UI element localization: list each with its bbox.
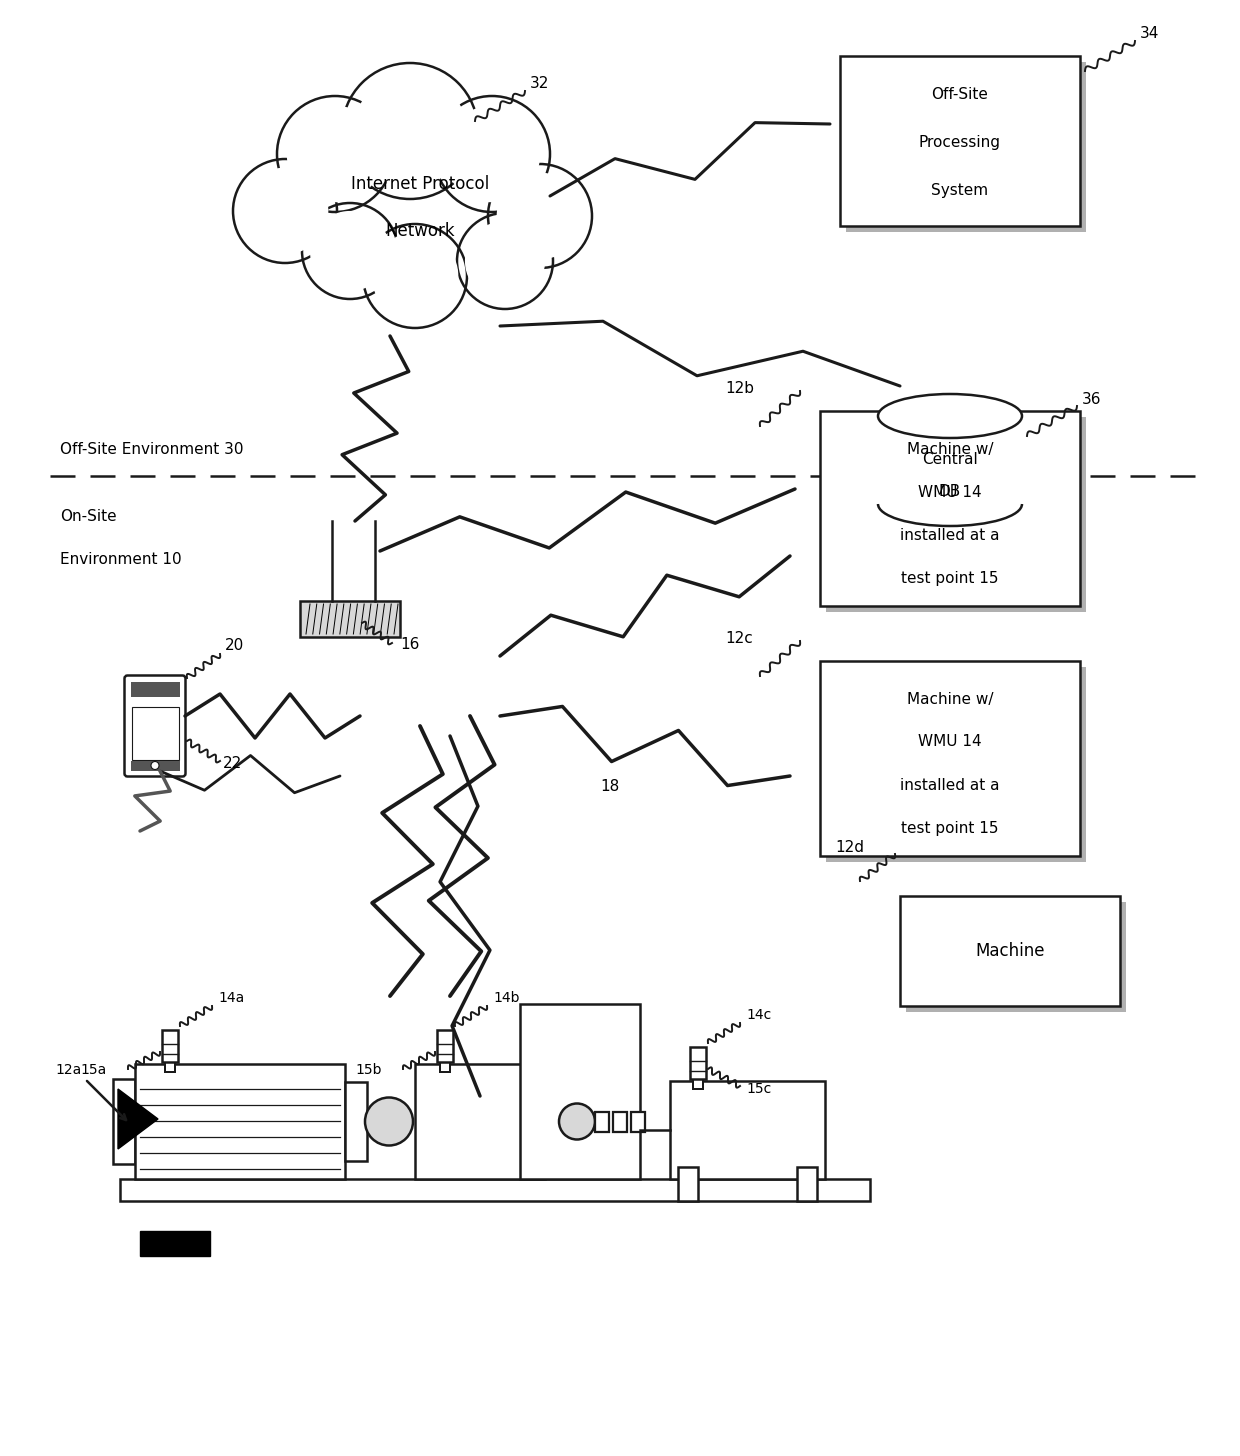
- Text: On-Site: On-Site: [60, 510, 117, 524]
- Text: System: System: [931, 182, 988, 198]
- Bar: [900, 895, 1120, 1006]
- Text: Off-Site: Off-Site: [931, 86, 988, 102]
- Bar: [797, 1168, 817, 1201]
- Circle shape: [458, 213, 553, 309]
- Circle shape: [233, 159, 337, 264]
- Circle shape: [311, 211, 389, 290]
- Bar: [878, 416, 1022, 504]
- Bar: [846, 63, 1086, 232]
- Text: Network: Network: [386, 221, 455, 240]
- Circle shape: [303, 202, 398, 298]
- Ellipse shape: [885, 400, 1029, 446]
- Bar: [613, 1111, 627, 1131]
- Circle shape: [489, 165, 591, 268]
- Bar: [820, 661, 1080, 856]
- Bar: [436, 1029, 453, 1061]
- Polygon shape: [118, 1089, 157, 1149]
- Circle shape: [466, 221, 544, 300]
- Bar: [631, 1111, 645, 1131]
- Text: Central: Central: [923, 453, 978, 467]
- Circle shape: [151, 761, 159, 770]
- Bar: [440, 1061, 450, 1072]
- Circle shape: [444, 106, 539, 201]
- Text: 36: 36: [1083, 392, 1101, 408]
- Bar: [839, 55, 1080, 226]
- Text: 15b: 15b: [355, 1063, 382, 1077]
- Circle shape: [372, 233, 458, 319]
- Bar: [345, 1082, 367, 1160]
- Bar: [826, 416, 1086, 612]
- Text: 22: 22: [223, 756, 242, 772]
- Text: 12b: 12b: [725, 381, 754, 396]
- Text: test point 15: test point 15: [901, 821, 998, 836]
- Bar: [520, 1005, 640, 1179]
- Bar: [906, 903, 1126, 1012]
- Ellipse shape: [878, 395, 1022, 438]
- Circle shape: [497, 173, 583, 259]
- Circle shape: [242, 169, 327, 253]
- Circle shape: [288, 106, 383, 201]
- Text: Off-Site Environment 30: Off-Site Environment 30: [60, 443, 243, 457]
- Text: Machine w/: Machine w/: [906, 692, 993, 706]
- Bar: [120, 1179, 870, 1201]
- Text: 32: 32: [529, 76, 549, 92]
- Bar: [135, 1064, 345, 1179]
- Bar: [165, 1061, 175, 1072]
- Text: 14a: 14a: [218, 992, 244, 1005]
- Bar: [300, 601, 401, 638]
- Text: 16: 16: [401, 638, 419, 652]
- Circle shape: [559, 1104, 595, 1140]
- Text: 14b: 14b: [494, 992, 520, 1005]
- Text: 20: 20: [224, 638, 244, 652]
- Text: installed at a: installed at a: [900, 527, 999, 543]
- Text: Environment 10: Environment 10: [60, 552, 181, 566]
- Bar: [130, 681, 180, 696]
- Bar: [131, 708, 179, 760]
- Text: installed at a: installed at a: [900, 778, 999, 792]
- Text: 12d: 12d: [835, 840, 864, 855]
- Text: Processing: Processing: [919, 134, 1001, 150]
- Text: Internet Protocol: Internet Protocol: [351, 175, 489, 194]
- Bar: [820, 411, 1080, 606]
- Bar: [885, 424, 1029, 511]
- Bar: [162, 1029, 179, 1061]
- FancyBboxPatch shape: [124, 676, 186, 776]
- Bar: [826, 667, 1086, 862]
- Bar: [595, 1111, 609, 1131]
- Bar: [670, 1080, 825, 1179]
- Circle shape: [277, 96, 393, 213]
- Circle shape: [342, 63, 477, 199]
- Text: 18: 18: [600, 779, 619, 794]
- Text: 14c: 14c: [746, 1008, 771, 1022]
- Circle shape: [363, 224, 467, 328]
- Text: 12a: 12a: [55, 1063, 82, 1077]
- Bar: [693, 1079, 703, 1089]
- Bar: [678, 1168, 698, 1201]
- Bar: [546, 1085, 565, 1159]
- Circle shape: [365, 1098, 413, 1146]
- Circle shape: [355, 76, 466, 186]
- Text: 12c: 12c: [725, 630, 753, 646]
- Text: DB: DB: [939, 483, 961, 498]
- Bar: [113, 1079, 135, 1163]
- Text: WMU 14: WMU 14: [918, 485, 982, 499]
- Text: WMU 14: WMU 14: [918, 734, 982, 750]
- Text: 15c: 15c: [746, 1082, 771, 1096]
- Text: 34: 34: [1140, 26, 1159, 41]
- Circle shape: [434, 96, 551, 213]
- Bar: [130, 760, 180, 770]
- Text: Machine w/: Machine w/: [906, 441, 993, 457]
- Text: Machine: Machine: [975, 942, 1045, 960]
- Bar: [415, 1064, 546, 1179]
- Bar: [689, 1047, 706, 1079]
- Text: test point 15: test point 15: [901, 571, 998, 585]
- Bar: [140, 1230, 210, 1257]
- Text: 15a: 15a: [81, 1063, 107, 1077]
